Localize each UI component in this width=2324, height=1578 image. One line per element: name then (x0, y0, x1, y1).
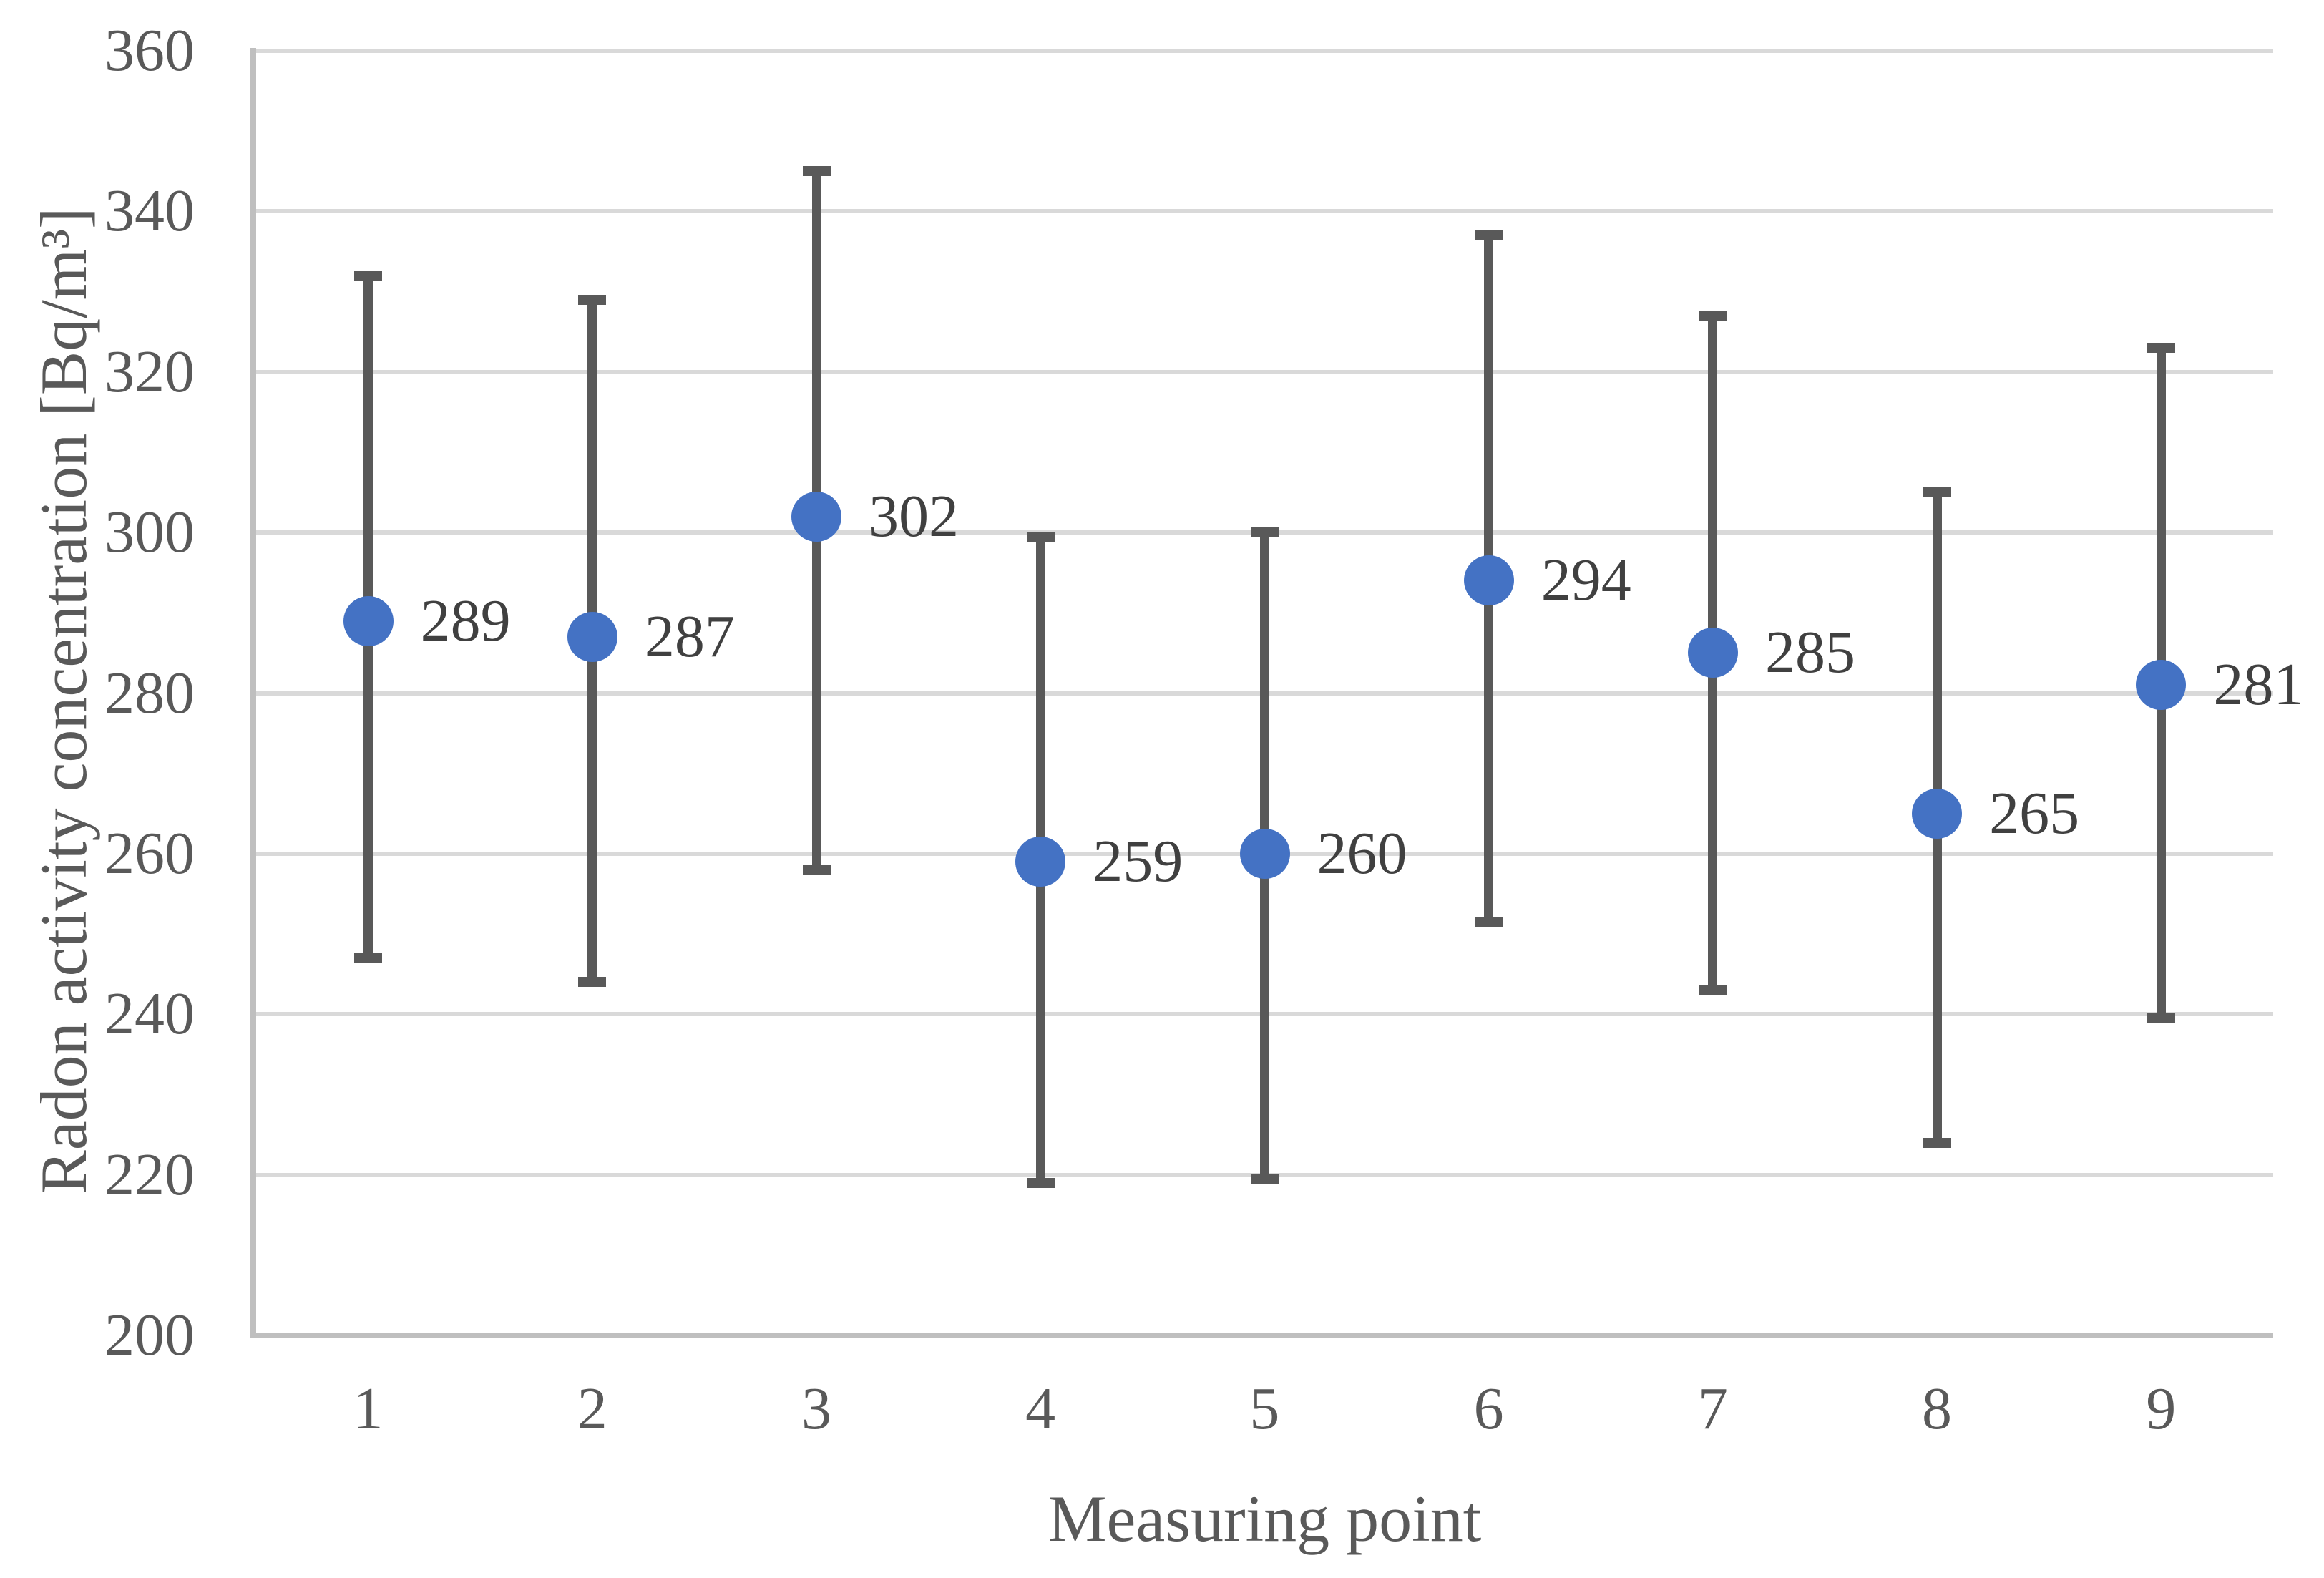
x-tick-label: 5 (1249, 1375, 1280, 1442)
y-tick-label: 340 (104, 177, 195, 245)
x-tick-label: 2 (577, 1375, 607, 1442)
data-point-marker (567, 611, 617, 662)
error-bar-cap-bottom (354, 953, 383, 963)
x-tick-label: 3 (801, 1375, 831, 1442)
error-bar-cap-top (1026, 531, 1055, 542)
y-tick-label: 220 (104, 1141, 195, 1208)
x-tick-label: 9 (2146, 1375, 2177, 1442)
error-bar-cap-top (354, 271, 383, 281)
data-point-marker (1239, 828, 1290, 879)
data-point-marker (1687, 628, 1738, 678)
x-tick-label: 1 (353, 1375, 384, 1442)
data-point-marker (1015, 837, 1066, 887)
data-point-label: 287 (644, 603, 735, 670)
y-tick-label: 260 (104, 819, 195, 887)
y-tick-label: 240 (104, 980, 195, 1048)
error-bar-cap-top (2147, 343, 2175, 354)
data-point-marker (2136, 660, 2187, 711)
gridline (256, 369, 2273, 374)
data-point-marker (1912, 788, 1963, 839)
y-tick-label: 300 (104, 499, 195, 566)
error-bar-cap-bottom (1026, 1177, 1055, 1188)
y-axis-title: Radon activity concentration [Bq/m³] (27, 207, 100, 1194)
x-tick-label: 4 (1025, 1375, 1056, 1442)
data-point-label: 265 (1989, 779, 2080, 847)
error-bar-cap-bottom (1699, 985, 1727, 995)
y-tick-label: 280 (104, 659, 195, 726)
x-axis-title: Measuring point (1048, 1482, 1482, 1555)
gridline (256, 209, 2273, 214)
data-point-label: 260 (1317, 819, 1407, 887)
error-bar-cap-top (1923, 487, 1951, 498)
error-bar-cap-bottom (802, 865, 831, 875)
error-bar-cap-top (1699, 311, 1727, 321)
data-point-label: 285 (1764, 619, 1855, 686)
gridline (256, 49, 2273, 53)
data-point-marker (343, 595, 394, 646)
y-tick-label: 200 (104, 1302, 195, 1368)
error-bar-cap-bottom (2147, 1013, 2175, 1023)
y-tick-label: 320 (104, 338, 195, 405)
x-tick-label: 6 (1473, 1375, 1504, 1442)
data-point-label: 302 (869, 482, 960, 550)
error-bar-cap-bottom (1251, 1174, 1279, 1184)
data-point-label: 294 (1541, 547, 1631, 614)
data-point-marker (791, 491, 842, 542)
x-axis-line (256, 1333, 2273, 1338)
x-tick-label: 8 (1922, 1375, 1953, 1442)
data-point-label: 259 (1093, 828, 1183, 895)
data-point-label: 281 (2213, 651, 2304, 719)
error-bar-cap-top (578, 294, 607, 305)
error-bar-cap-top (802, 166, 831, 177)
x-tick-label: 7 (1697, 1375, 1728, 1442)
error-bar-cap-bottom (1475, 917, 1503, 927)
error-bar-cap-top (1475, 230, 1503, 241)
error-bar-cap-top (1251, 527, 1279, 538)
data-point-marker (1463, 555, 1514, 606)
y-axis-line (250, 48, 256, 1338)
data-point-label: 289 (420, 587, 511, 654)
y-tick-label: 360 (104, 17, 195, 84)
error-bar-cap-bottom (1923, 1137, 1951, 1148)
error-bar-cap-bottom (578, 977, 607, 988)
